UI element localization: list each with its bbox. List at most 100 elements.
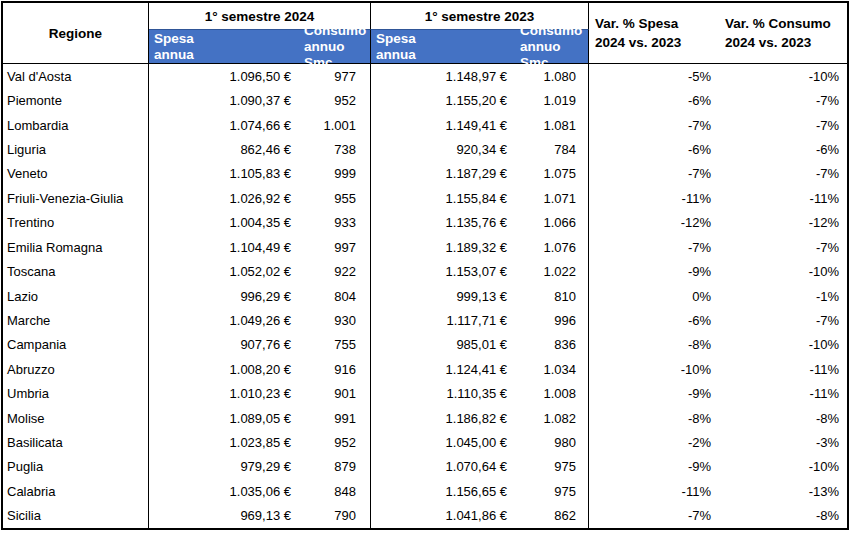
- var-spesa-cell: 0%: [589, 284, 719, 308]
- subheader-line: Consumo: [520, 23, 588, 39]
- subheader-spesa-2023: Spesa annua: [371, 29, 515, 63]
- consumo-2024-cell: 804: [299, 284, 371, 308]
- var-consumo-cell: -10%: [719, 259, 847, 283]
- spesa-2024-cell: 1.096,50 €: [149, 64, 299, 88]
- table-row: Lazio996,29 €804999,13 €8100%-1%: [3, 284, 847, 308]
- consumo-2023-cell: 1.080: [515, 64, 589, 88]
- consumo-2023-cell: 1.075: [515, 162, 589, 186]
- var-spesa-cell: -9%: [589, 259, 719, 283]
- spesa-2023-cell: 1.124,41 €: [371, 357, 515, 381]
- consumo-2024-cell: 755: [299, 333, 371, 357]
- spesa-2023-cell: 1.189,32 €: [371, 235, 515, 259]
- table-row: Marche1.049,26 €9301.117,71 €996-6%-7%: [3, 308, 847, 332]
- var-consumo-cell: -10%: [719, 333, 847, 357]
- var-consumo-cell: -7%: [719, 162, 847, 186]
- consumo-2023-cell: 1.082: [515, 406, 589, 430]
- table-row: Piemonte1.090,37 €9521.155,20 €1.019-6%-…: [3, 88, 847, 112]
- table-row: Umbria1.010,23 €9011.110,35 €1.008-9%-11…: [3, 381, 847, 405]
- spesa-2024-cell: 1.090,37 €: [149, 88, 299, 112]
- spesa-2023-cell: 1.041,86 €: [371, 504, 515, 528]
- var-consumo-cell: -7%: [719, 308, 847, 332]
- spesa-2023-cell: 1.155,84 €: [371, 186, 515, 210]
- spesa-2024-cell: 969,13 €: [149, 504, 299, 528]
- spesa-2024-cell: 1.089,05 €: [149, 406, 299, 430]
- var-spesa-cell: -7%: [589, 235, 719, 259]
- var-spesa-cell: -5%: [589, 64, 719, 88]
- region-name-cell: Toscana: [3, 259, 149, 283]
- consumo-2024-cell: 997: [299, 235, 371, 259]
- consumo-2023-cell: 836: [515, 333, 589, 357]
- table-row: Molise1.089,05 €9911.186,82 €1.082-8%-8%: [3, 406, 847, 430]
- region-name-cell: Campania: [3, 333, 149, 357]
- consumo-2024-cell: 930: [299, 308, 371, 332]
- spesa-2023-cell: 920,34 €: [371, 137, 515, 161]
- consumo-2023-cell: 1.076: [515, 235, 589, 259]
- spesa-2023-cell: 1.186,82 €: [371, 406, 515, 430]
- consumo-2023-cell: 1.019: [515, 88, 589, 112]
- spesa-2023-cell: 1.187,29 €: [371, 162, 515, 186]
- consumo-2023-cell: 810: [515, 284, 589, 308]
- consumo-2024-cell: 916: [299, 357, 371, 381]
- table-row: Sicilia969,13 €7901.041,86 €862-7%-8%: [3, 504, 847, 528]
- consumo-2024-cell: 901: [299, 381, 371, 405]
- spesa-2023-cell: 1.045,00 €: [371, 430, 515, 454]
- subheader-line: annua: [376, 47, 515, 63]
- table-header: Regione 1° semestre 2024 1° semestre 202…: [3, 3, 847, 64]
- spesa-2023-cell: 1.148,97 €: [371, 64, 515, 88]
- region-name-cell: Trentino: [3, 211, 149, 235]
- spesa-2024-cell: 1.074,66 €: [149, 113, 299, 137]
- table-row: Toscana1.052,02 €9221.153,07 €1.022-9%-1…: [3, 259, 847, 283]
- var-consumo-cell: -12%: [719, 211, 847, 235]
- region-name-cell: Veneto: [3, 162, 149, 186]
- spesa-2024-cell: 1.105,83 €: [149, 162, 299, 186]
- region-name-cell: Puglia: [3, 455, 149, 479]
- spesa-2023-cell: 1.156,65 €: [371, 479, 515, 503]
- consumo-2024-cell: 1.001: [299, 113, 371, 137]
- consumo-2024-cell: 991: [299, 406, 371, 430]
- table-row: Basilicata1.023,85 €9521.045,00 €980-2%-…: [3, 430, 847, 454]
- spesa-2024-cell: 1.008,20 €: [149, 357, 299, 381]
- spesa-2023-cell: 1.135,76 €: [371, 211, 515, 235]
- var-consumo-cell: -7%: [719, 235, 847, 259]
- var-spesa-cell: -6%: [589, 308, 719, 332]
- table-row: Puglia979,29 €8791.070,64 €975-9%-10%: [3, 455, 847, 479]
- region-name-cell: Piemonte: [3, 88, 149, 112]
- consumo-2023-cell: 1.034: [515, 357, 589, 381]
- spesa-2023-cell: 1.153,07 €: [371, 259, 515, 283]
- var-spesa-cell: -12%: [589, 211, 719, 235]
- spesa-2024-cell: 996,29 €: [149, 284, 299, 308]
- subheader-line: Spesa: [376, 31, 515, 47]
- table-row: Emilia Romagna1.104,49 €9971.189,32 €1.0…: [3, 235, 847, 259]
- consumo-2023-cell: 862: [515, 504, 589, 528]
- region-name-cell: Abruzzo: [3, 357, 149, 381]
- var-spesa-cell: -8%: [589, 333, 719, 357]
- var-consumo-cell: -13%: [719, 479, 847, 503]
- spesa-2023-cell: 999,13 €: [371, 284, 515, 308]
- region-name-cell: Umbria: [3, 381, 149, 405]
- spesa-2024-cell: 1.023,85 €: [149, 430, 299, 454]
- spesa-2023-cell: 1.117,71 €: [371, 308, 515, 332]
- region-name-cell: Emilia Romagna: [3, 235, 149, 259]
- table-row: Calabria1.035,06 €8481.156,65 €975-11%-1…: [3, 479, 847, 503]
- subheader-consumo-2024: Consumo annuo Smc: [299, 29, 371, 63]
- region-name-cell: Calabria: [3, 479, 149, 503]
- var-spesa-cell: -11%: [589, 186, 719, 210]
- consumo-2024-cell: 999: [299, 162, 371, 186]
- region-name-cell: Sicilia: [3, 504, 149, 528]
- region-name-cell: Liguria: [3, 137, 149, 161]
- var-consumo-cell: -10%: [719, 64, 847, 88]
- var-spesa-cell: -8%: [589, 406, 719, 430]
- consumo-2024-cell: 955: [299, 186, 371, 210]
- region-name-cell: Basilicata: [3, 430, 149, 454]
- subheader-consumo-2023: Consumo annuo Smc: [515, 29, 589, 63]
- consumo-2024-cell: 790: [299, 504, 371, 528]
- column-header-regione: Regione: [3, 3, 149, 63]
- spesa-2024-cell: 862,46 €: [149, 137, 299, 161]
- var-consumo-cell: -7%: [719, 88, 847, 112]
- region-name-cell: Lombardia: [3, 113, 149, 137]
- var-spesa-cell: -11%: [589, 479, 719, 503]
- header-line: Var. % Consumo: [725, 14, 847, 33]
- region-name-cell: Val d'Aosta: [3, 64, 149, 88]
- spesa-2023-cell: 1.070,64 €: [371, 455, 515, 479]
- var-consumo-cell: -3%: [719, 430, 847, 454]
